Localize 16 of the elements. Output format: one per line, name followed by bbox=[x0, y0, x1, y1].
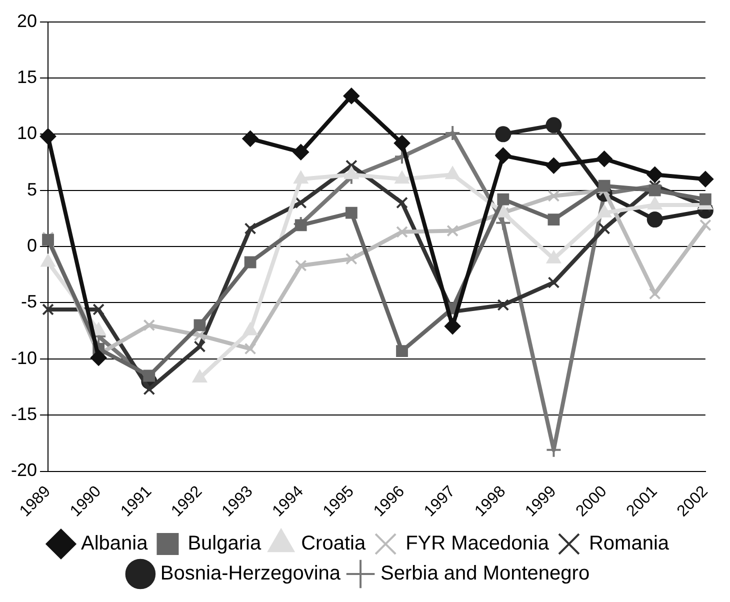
y-tick-label: -20 bbox=[11, 460, 38, 480]
legend-label: Romania bbox=[588, 532, 670, 555]
legend-label: FYR Macedonia bbox=[406, 532, 550, 555]
y-tick-label: -5 bbox=[21, 292, 38, 312]
legend-label: Croatia bbox=[301, 532, 366, 555]
legend-label: Bosnia-Herzegovina bbox=[160, 562, 342, 585]
y-tick-label: 0 bbox=[27, 235, 38, 256]
y-tick-label: 20 bbox=[16, 10, 38, 31]
y-tick-label: -10 bbox=[11, 348, 38, 368]
legend-label: Bulgaria bbox=[188, 532, 262, 555]
legend-label: Albania bbox=[80, 532, 149, 555]
y-tick-label: -15 bbox=[11, 404, 38, 424]
y-tick-label: 10 bbox=[16, 123, 38, 144]
y-tick-label: 5 bbox=[27, 179, 38, 200]
y-tick-label: 15 bbox=[16, 66, 38, 87]
legend-label: Serbia and Montenegro bbox=[380, 562, 590, 585]
